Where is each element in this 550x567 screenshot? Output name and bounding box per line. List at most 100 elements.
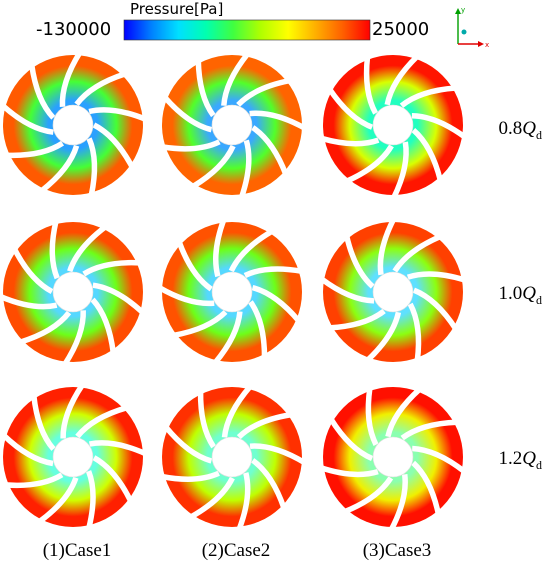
blade-gap bbox=[365, 387, 379, 446]
blade-gap bbox=[176, 240, 213, 292]
blade-gap bbox=[251, 284, 302, 323]
hub-hole bbox=[211, 104, 253, 146]
triad-x-label: x bbox=[485, 41, 489, 49]
pressure-contour-grid bbox=[0, 50, 467, 532]
colorbar-min-label: -130000 bbox=[36, 19, 112, 40]
blade-gap bbox=[157, 285, 215, 307]
blade-gap bbox=[37, 476, 79, 524]
blade-gap bbox=[406, 271, 466, 283]
blade-gap bbox=[399, 85, 457, 108]
blade-gap bbox=[92, 122, 135, 169]
column-label-case2: (2)Case2 bbox=[201, 540, 271, 561]
colorbar-title: Pressure[Pa] bbox=[130, 0, 224, 18]
blade-gap bbox=[62, 310, 86, 366]
blade-gap bbox=[392, 233, 442, 273]
blade-gap bbox=[407, 302, 422, 362]
blade-gap bbox=[90, 297, 117, 354]
blade-gap bbox=[236, 77, 291, 107]
impeller-pressure-map bbox=[157, 218, 303, 365]
blade-gap bbox=[238, 139, 252, 199]
impeller-pressure-map bbox=[320, 54, 467, 200]
blade-gap bbox=[28, 64, 56, 120]
blade-gap bbox=[384, 54, 420, 106]
blade-gap bbox=[385, 387, 422, 438]
blade-gap bbox=[49, 220, 60, 280]
blade-gap bbox=[0, 103, 54, 135]
blade-gap bbox=[365, 311, 402, 363]
blade-gap bbox=[1, 433, 54, 467]
blade-gap bbox=[162, 95, 213, 133]
blade-gap bbox=[75, 405, 128, 439]
blade-gap bbox=[92, 282, 145, 315]
blade-gap bbox=[172, 310, 228, 339]
hub-hole bbox=[372, 436, 414, 478]
blade-gap bbox=[343, 476, 394, 515]
blade-gap bbox=[31, 395, 56, 451]
blade-gap bbox=[363, 56, 379, 115]
impeller-pressure-map bbox=[0, 220, 145, 366]
blade-gap bbox=[377, 217, 397, 276]
blade-gap bbox=[251, 125, 289, 176]
hub-hole bbox=[372, 271, 414, 313]
blade-gap bbox=[320, 135, 380, 147]
hub-hole bbox=[52, 436, 94, 478]
blade-gap bbox=[67, 224, 108, 273]
blade-gap bbox=[92, 455, 134, 503]
hub-hole bbox=[211, 271, 253, 313]
impeller-pressure-map bbox=[319, 217, 466, 363]
blade-gap bbox=[163, 424, 213, 464]
blade-gap bbox=[411, 128, 444, 182]
blade-gap bbox=[328, 417, 374, 462]
blade-gap bbox=[327, 87, 374, 130]
blade-gap bbox=[319, 276, 375, 304]
triad-y-label: y bbox=[461, 6, 465, 14]
blade-gap bbox=[388, 474, 408, 532]
blade-gap bbox=[249, 110, 307, 131]
blade-gap bbox=[221, 384, 253, 438]
column-label-case1: (1)Case1 bbox=[42, 540, 112, 561]
hub-hole bbox=[211, 436, 253, 478]
blade-gap bbox=[86, 470, 96, 529]
blade-gap bbox=[251, 458, 287, 510]
blade-gap bbox=[236, 411, 292, 440]
impeller-pressure-map bbox=[161, 51, 307, 199]
blade-gap bbox=[228, 228, 274, 273]
row-label-0.8qd: 0.8Qd bbox=[498, 118, 542, 142]
blade-gap bbox=[6, 140, 65, 159]
blade-gap bbox=[11, 247, 54, 295]
blade-gap bbox=[5, 472, 64, 489]
blade-gap bbox=[411, 113, 467, 140]
blade-gap bbox=[19, 310, 72, 345]
blade-gap bbox=[82, 259, 141, 277]
blade-gap bbox=[213, 218, 227, 278]
colorbar bbox=[123, 19, 371, 41]
blade-gap bbox=[345, 144, 394, 184]
blade-gap bbox=[86, 137, 98, 197]
blade-gap bbox=[88, 107, 147, 122]
row-label-1.0qd: 1.0Qd bbox=[498, 283, 542, 307]
row-label-1.2qd: 1.2Qd bbox=[498, 448, 542, 472]
blade-gap bbox=[197, 391, 216, 449]
blade-gap bbox=[74, 71, 126, 107]
blade-gap bbox=[343, 235, 375, 289]
colorbar-max-label: 25000 bbox=[372, 19, 430, 40]
blade-gap bbox=[248, 300, 268, 358]
blade-gap bbox=[221, 51, 250, 106]
hub-hole bbox=[52, 104, 94, 146]
blade-gap bbox=[39, 144, 80, 194]
blade-gap bbox=[59, 50, 83, 107]
blade-gap bbox=[319, 465, 379, 478]
impeller-pressure-map bbox=[161, 384, 307, 531]
blade-gap bbox=[189, 476, 235, 520]
blade-gap bbox=[88, 440, 148, 457]
blade-gap bbox=[411, 445, 467, 474]
blade-gap bbox=[161, 470, 220, 482]
blade-gap bbox=[60, 383, 85, 439]
blade-gap bbox=[195, 60, 216, 118]
blade-gap bbox=[400, 419, 458, 441]
blade-gap bbox=[212, 311, 243, 365]
blade-gap bbox=[249, 443, 307, 466]
hub-hole bbox=[52, 271, 94, 313]
